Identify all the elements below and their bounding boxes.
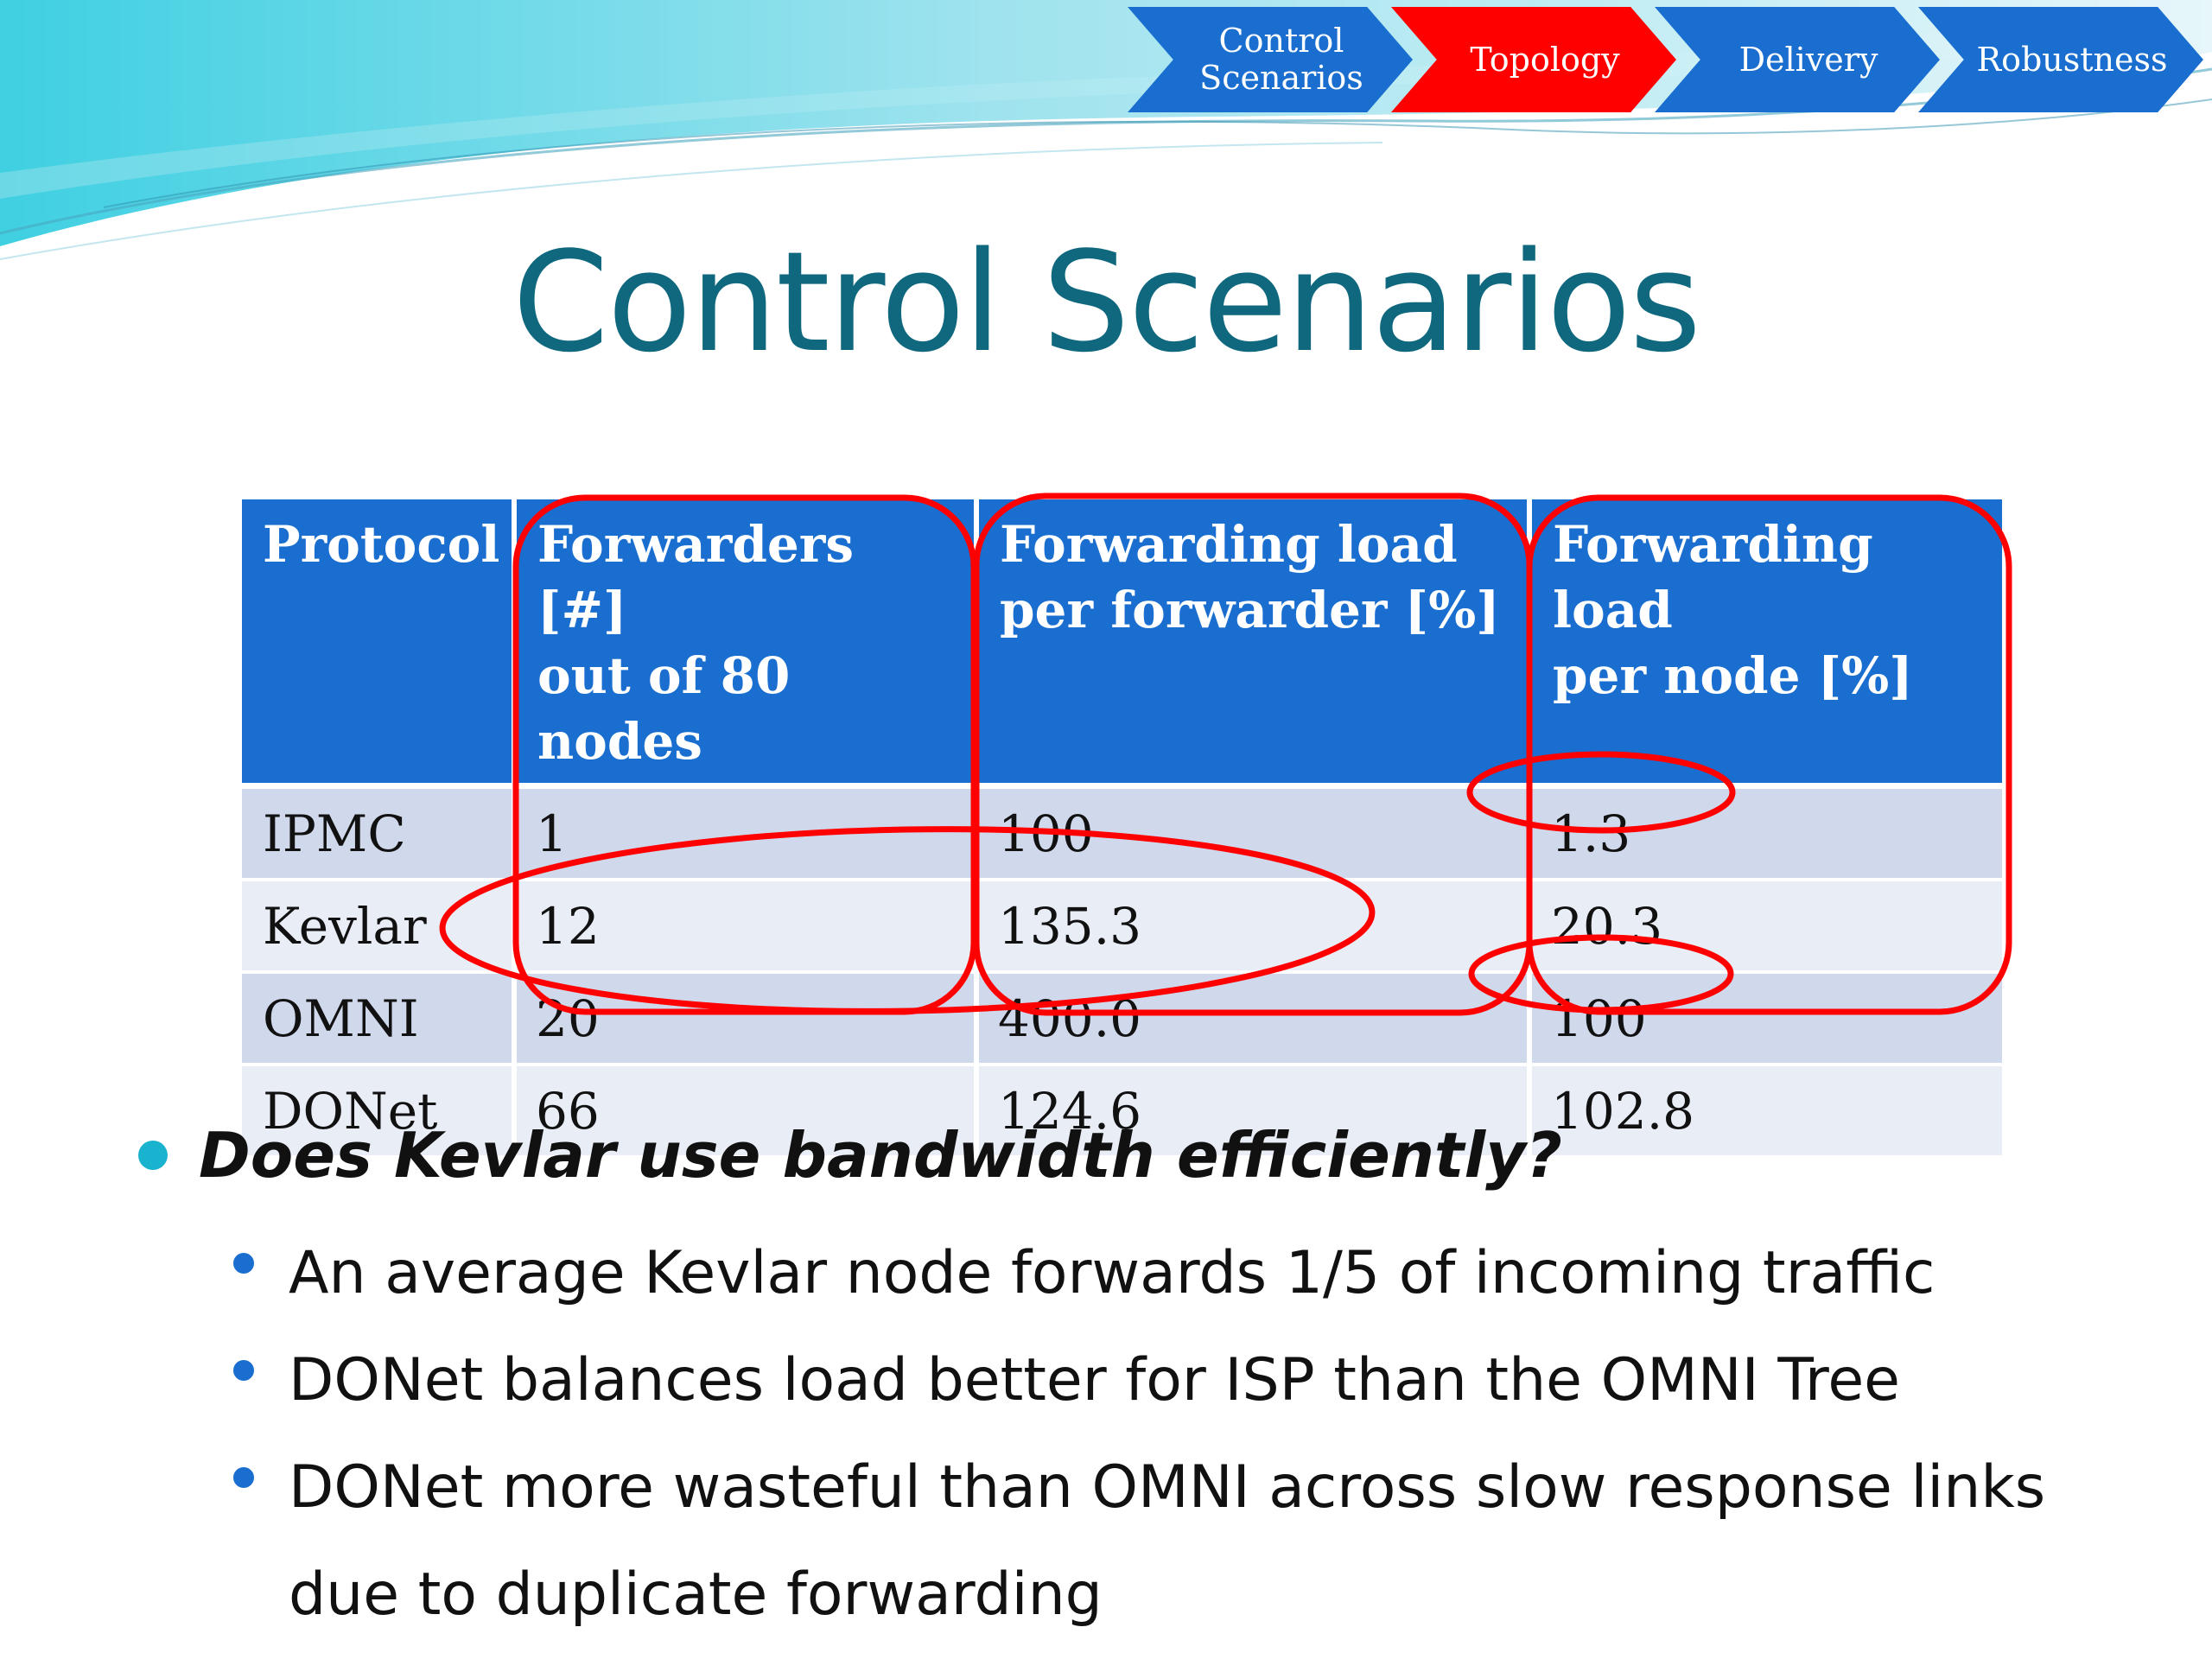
nav-delivery[interactable]: Delivery xyxy=(1655,7,1940,112)
bullet-sub-text: An average Kevlar node forwards 1/5 of i… xyxy=(289,1239,1936,1307)
header-load-per-node: Forwarding load per node [%] xyxy=(1529,499,2007,789)
bullet-dot-icon xyxy=(233,1467,254,1488)
nav-label: Control Scenarios xyxy=(1199,22,1363,97)
bullet-sub-text: DONet more wasteful than OMNI across slo… xyxy=(289,1453,2046,1629)
cell-forwarders: 12 xyxy=(514,880,979,974)
cell-protocol: IPMC xyxy=(242,785,517,881)
cell-protocol: OMNI xyxy=(242,972,517,1066)
cell-forwarders: 1 xyxy=(514,785,979,881)
bullet-sub: DONet balances load better for ISP than … xyxy=(233,1327,2060,1434)
bullet-dot-icon xyxy=(138,1141,168,1170)
cell-forwarders: 20 xyxy=(514,972,979,1066)
nav-robustness[interactable]: Robustness xyxy=(1918,7,2203,112)
nav-label: Topology xyxy=(1470,40,1620,79)
cell-load-per-forwarder: 124.6 xyxy=(976,1065,1532,1159)
cell-load-per-forwarder: 135.3 xyxy=(976,880,1532,974)
cell-load-per-node: 102.8 xyxy=(1529,1065,2007,1159)
bullet-dot-icon xyxy=(233,1360,254,1381)
nav-topology[interactable]: Topology xyxy=(1391,7,1676,112)
breadcrumb-nav: Control Scenarios Topology Delivery Robu… xyxy=(1128,7,2212,112)
cell-protocol: Kevlar xyxy=(242,880,517,974)
header-forwarders: Forwarders [#] out of 80 nodes xyxy=(514,499,979,789)
nav-control-scenarios[interactable]: Control Scenarios xyxy=(1128,7,1413,112)
bullet-main: Does Kevlar use bandwidth efficiently? xyxy=(138,1115,1562,1196)
table-row: IPMC 1 100 1.3 xyxy=(242,785,2007,881)
table-row: DONet 66 124.6 102.8 xyxy=(242,1065,2007,1159)
bullet-main-text: Does Kevlar use bandwidth efficiently? xyxy=(199,1119,1562,1192)
cell-load-per-node: 20.3 xyxy=(1529,880,2007,974)
table-row: Kevlar 12 135.3 20.3 xyxy=(242,880,2007,974)
cell-load-per-forwarder: 100 xyxy=(976,785,1532,881)
bullet-dot-icon xyxy=(233,1253,254,1274)
cell-load-per-node: 100 xyxy=(1529,972,2007,1066)
header-protocol: Protocol xyxy=(242,499,517,789)
slide-title: Control Scenarios xyxy=(512,221,1701,383)
cell-load-per-forwarder: 400.0 xyxy=(976,972,1532,1066)
bullet-sub: DONet more wasteful than OMNI across slo… xyxy=(233,1434,2060,1649)
nav-label: Delivery xyxy=(1738,40,1878,79)
nav-label: Robustness xyxy=(1976,40,2168,79)
cell-protocol: DONet xyxy=(242,1065,517,1159)
table-header-row: Protocol Forwarders [#] out of 80 nodes … xyxy=(242,499,2007,789)
header-load-per-forwarder: Forwarding load per forwarder [%] xyxy=(976,499,1532,789)
table-row: OMNI 20 400.0 100 xyxy=(242,972,2007,1066)
cell-load-per-node: 1.3 xyxy=(1529,785,2007,881)
bullet-sub: An average Kevlar node forwards 1/5 of i… xyxy=(233,1220,2060,1327)
bullet-sub-text: DONet balances load better for ISP than … xyxy=(289,1346,1901,1414)
results-table: Protocol Forwarders [#] out of 80 nodes … xyxy=(242,499,2007,1159)
cell-forwarders: 66 xyxy=(514,1065,979,1159)
